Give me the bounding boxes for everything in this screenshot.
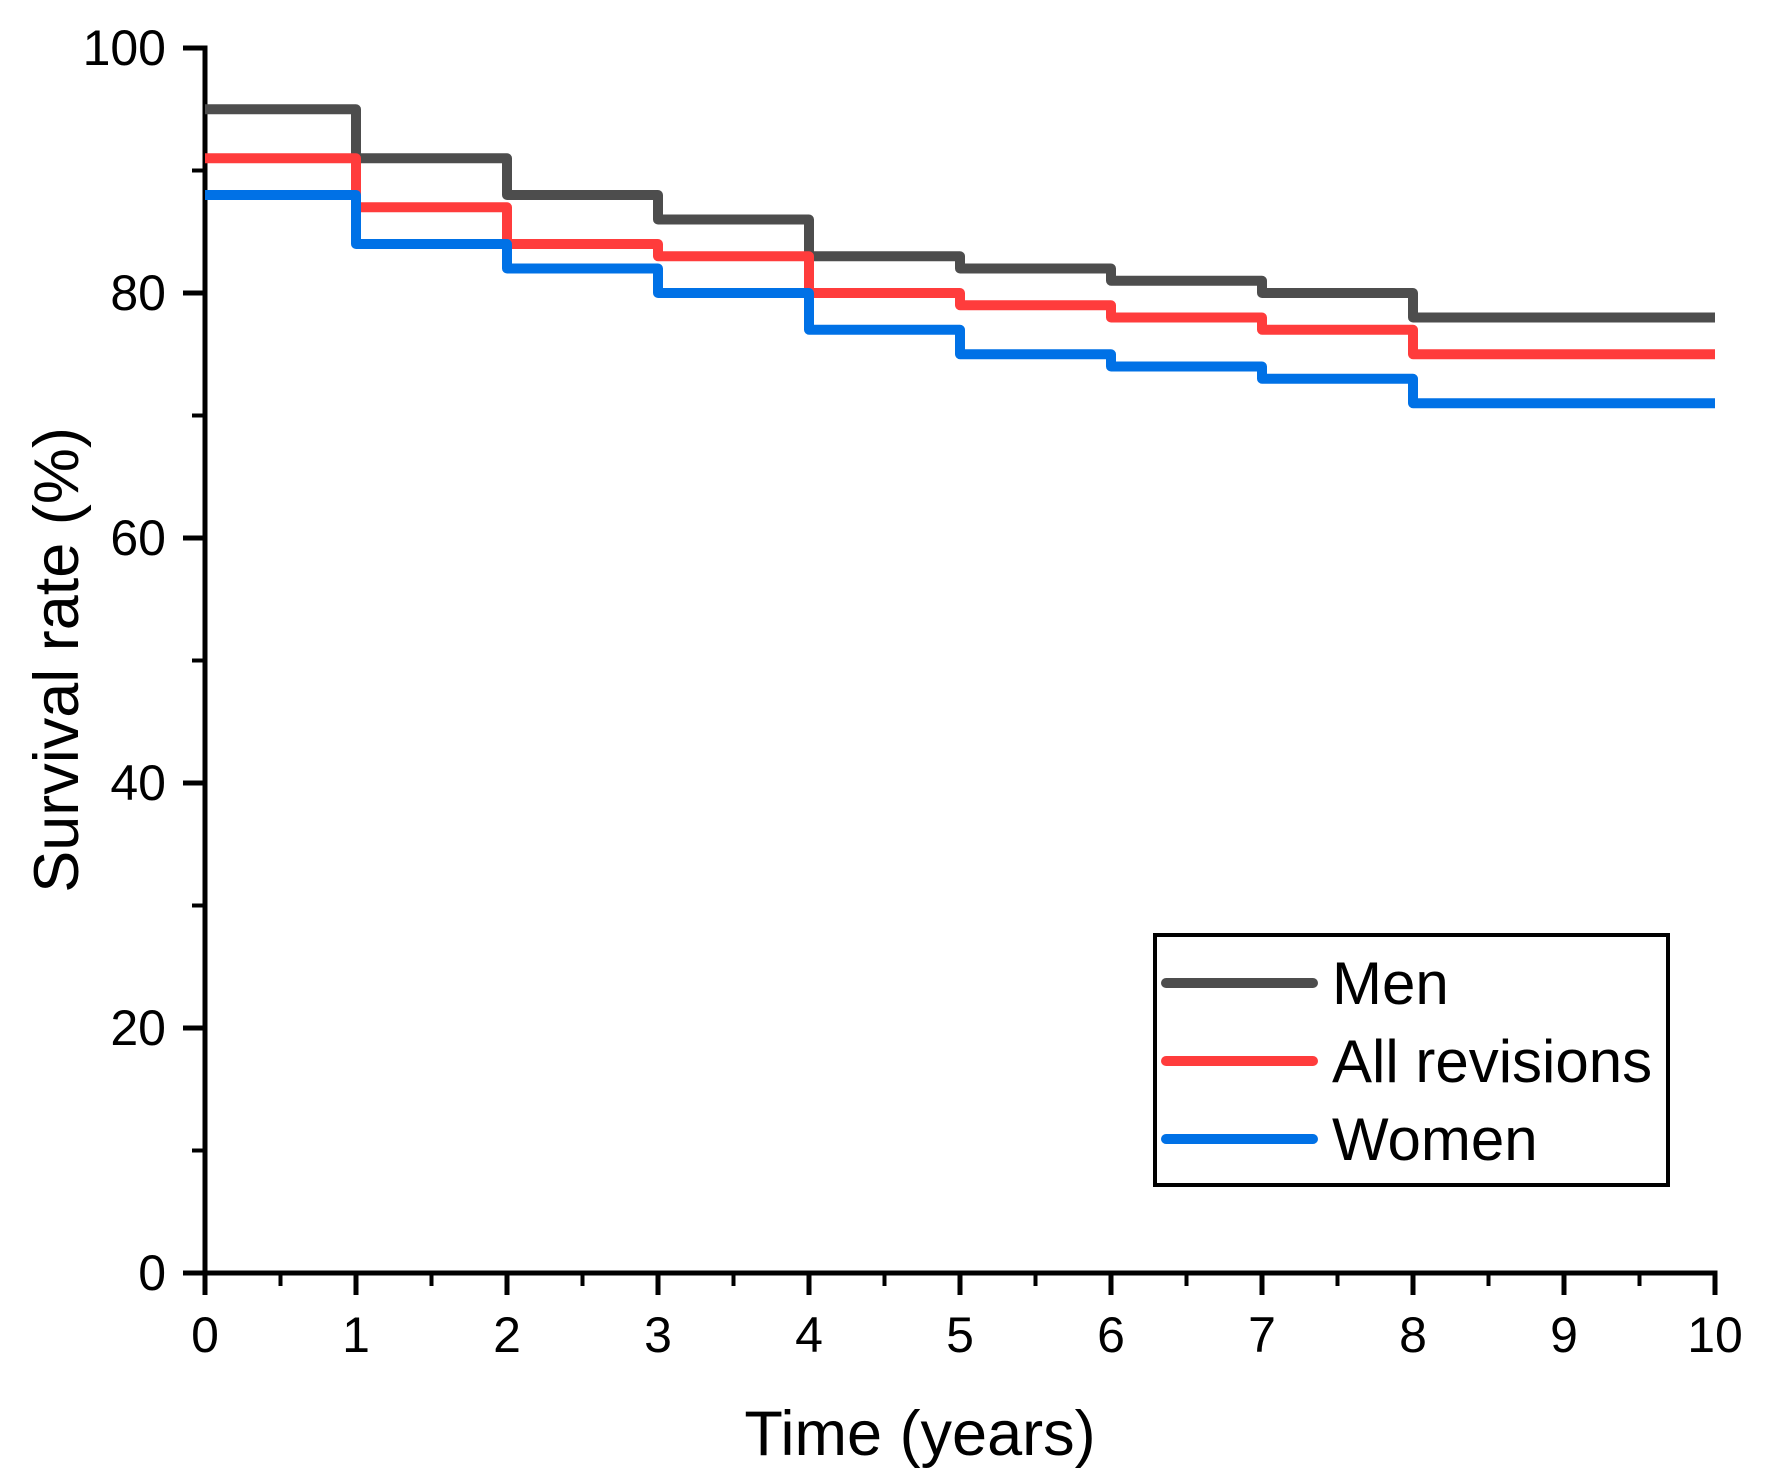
x-axis-title: Time (years) [744,1399,1095,1469]
series-path-all-revisions [205,153,1715,360]
axes [202,45,1718,1276]
survival-curves [205,104,1715,409]
x-axis-tick-label: 7 [1248,1307,1276,1363]
x-axis-tick-label: 8 [1399,1307,1427,1363]
x-axis-tick-label: 3 [644,1307,672,1363]
legend: Men All revisions Women [1153,933,1670,1187]
legend-label-women: Women [1332,1106,1538,1173]
y-axis-tick-label: 80 [110,265,166,321]
y-axis-tick-label: 60 [110,510,166,566]
legend-label-all-revisions: All revisions [1332,1028,1652,1095]
y-axis-tick-label: 20 [110,1000,166,1056]
legend-item-all-revisions: All revisions [1161,1028,1652,1095]
y-axis-tick-label: 0 [138,1245,166,1301]
x-axis-tick-label: 9 [1550,1307,1578,1363]
series-path-men [205,104,1715,323]
x-axis-tick-label: 5 [946,1307,974,1363]
x-axis-tick-label: 1 [342,1307,370,1363]
x-axis-tick-label: 0 [191,1307,219,1363]
legend-label-men: Men [1332,950,1449,1017]
x-axis-tick-label: 4 [795,1307,823,1363]
y-axis-title: Survival rate (%) [22,427,92,893]
series-path-women [205,190,1715,409]
x-axis-tick-label: 10 [1687,1307,1743,1363]
legend-item-women: Women [1161,1106,1538,1173]
x-axis-tick-label: 6 [1097,1307,1125,1363]
y-axis-tick-label: 100 [83,20,166,76]
x-axis-tick-label: 2 [493,1307,521,1363]
legend-item-men: Men [1161,950,1449,1017]
y-axis-tick-label: 40 [110,755,166,811]
